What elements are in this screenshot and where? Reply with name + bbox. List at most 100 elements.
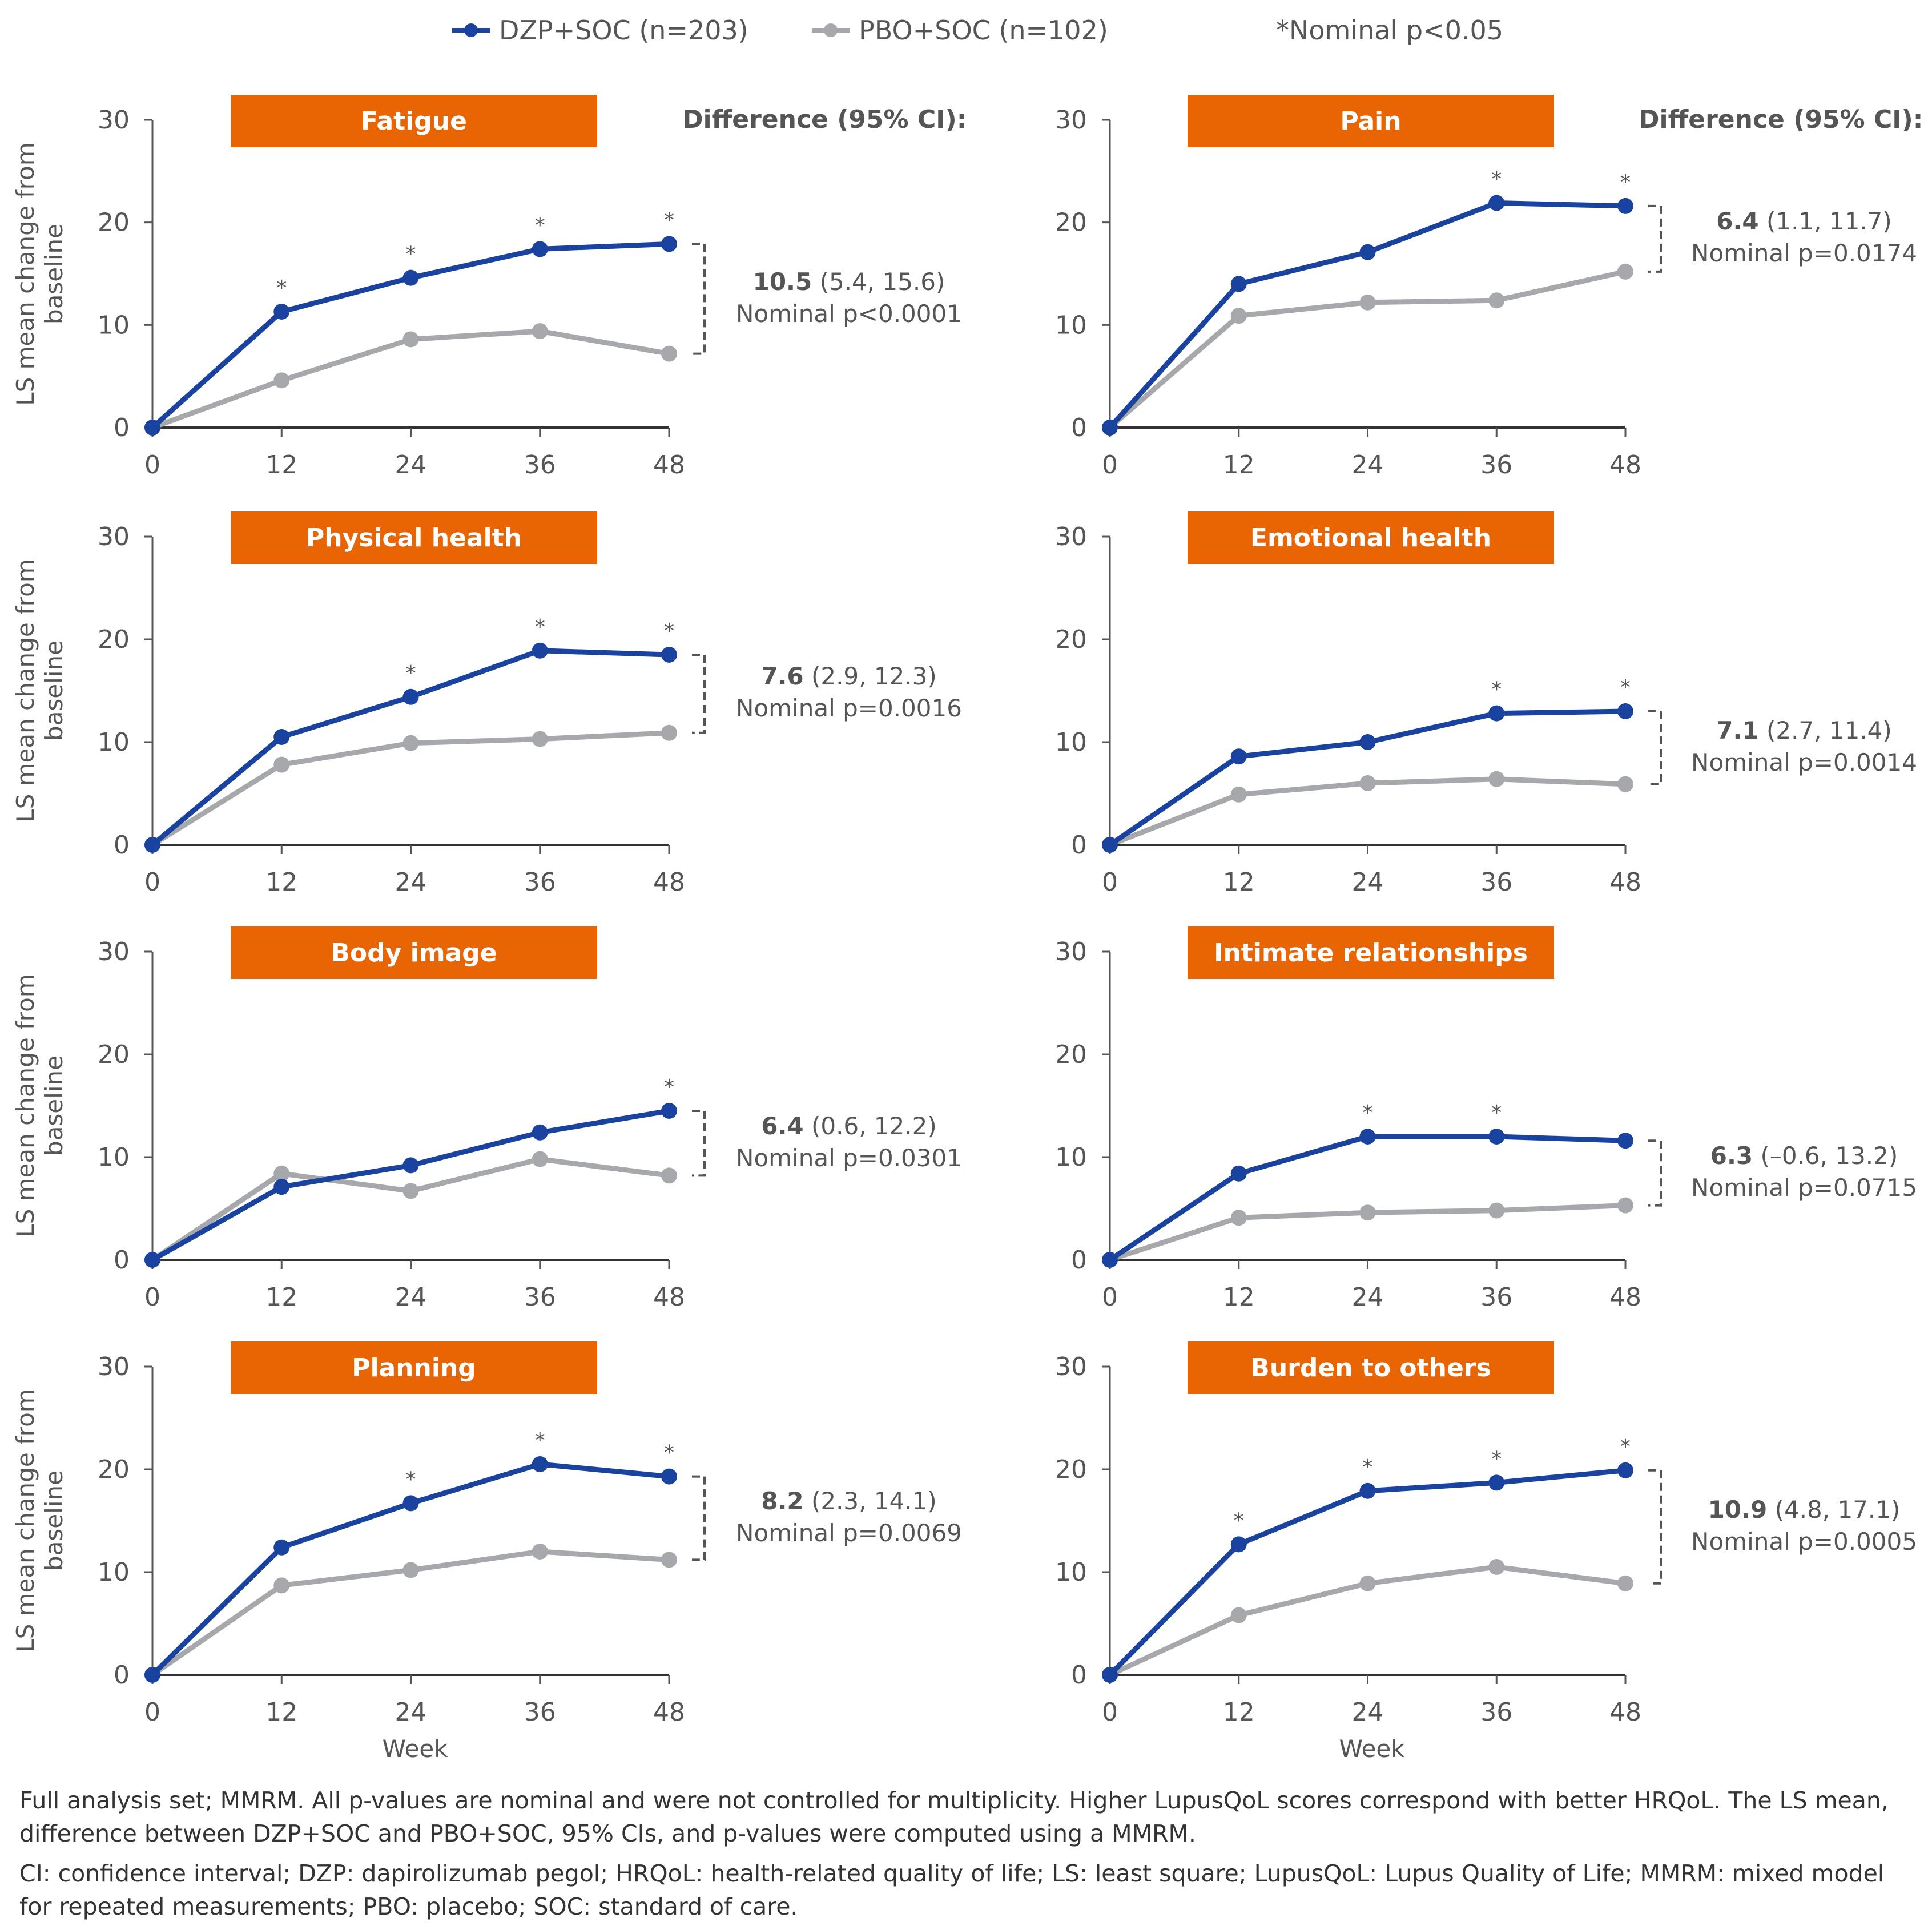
y-axis-label: LS mean change from baseline bbox=[11, 142, 68, 406]
y-tick-label: 10 bbox=[98, 1558, 130, 1587]
significance-asterisk: * bbox=[664, 1075, 674, 1099]
difference-estimate: 6.3 bbox=[1710, 1141, 1753, 1170]
y-tick-label: 10 bbox=[98, 1143, 130, 1172]
x-tick-label: 24 bbox=[1352, 1698, 1384, 1727]
difference-ci: (0.6, 12.2) bbox=[803, 1111, 937, 1140]
difference-bracket bbox=[692, 1110, 706, 1177]
charts-grid: 0 10 20 30 0 12 24 36 48 * * * * 0 10 20 30 0 12 24 36 48 * * 0 1… bbox=[11, 95, 1932, 1763]
difference-ci: (5.4, 15.6) bbox=[812, 267, 945, 296]
pbo-data-point bbox=[1359, 1575, 1376, 1591]
y-tick-label: 10 bbox=[98, 311, 130, 340]
pbo-data-point bbox=[1617, 263, 1633, 280]
x-tick-label: 24 bbox=[395, 450, 427, 480]
y-tick-label: 20 bbox=[98, 208, 130, 237]
panel-title: Burden to others bbox=[1188, 1341, 1554, 1394]
difference-value: 10.9 (4.8, 17.1) Nominal p=0.0005 bbox=[1656, 1494, 1932, 1558]
dzp-data-point bbox=[144, 1252, 160, 1268]
x-tick-label: 12 bbox=[265, 1283, 297, 1312]
x-tick-label: 36 bbox=[1480, 450, 1512, 480]
y-tick-label: 30 bbox=[98, 106, 130, 135]
difference-p-value: Nominal p=0.0005 bbox=[1691, 1527, 1917, 1556]
difference-estimate: 6.4 bbox=[761, 1111, 804, 1140]
x-tick-label: 48 bbox=[1609, 1698, 1641, 1727]
pbo-data-point bbox=[273, 372, 290, 389]
pbo-data-point bbox=[1488, 1559, 1505, 1575]
dzp-data-point bbox=[532, 1456, 548, 1472]
dzp-data-point bbox=[144, 1667, 160, 1683]
dzp-data-point bbox=[273, 303, 290, 320]
difference-ci: (2.7, 11.4) bbox=[1758, 716, 1892, 744]
difference-bracket bbox=[1648, 1139, 1662, 1207]
y-tick-label: 30 bbox=[1055, 937, 1087, 966]
x-tick-label: 36 bbox=[524, 1283, 556, 1312]
pbo-data-point bbox=[1359, 775, 1376, 791]
y-tick-label: 10 bbox=[1055, 311, 1087, 340]
difference-bracket bbox=[692, 1475, 706, 1561]
panel-title: Planning bbox=[231, 1341, 597, 1394]
dzp-data-point bbox=[402, 269, 419, 286]
significance-asterisk: * bbox=[1620, 1435, 1631, 1458]
legend-item-pbo: PBO+SOC (n=102) bbox=[811, 10, 1108, 50]
dzp-data-point bbox=[144, 837, 160, 853]
x-axis-label: Week bbox=[382, 1735, 448, 1763]
x-tick-label: 12 bbox=[265, 1698, 297, 1727]
x-tick-label: 0 bbox=[1102, 1283, 1118, 1312]
panel-title: Pain bbox=[1188, 95, 1554, 147]
difference-value: 6.4 (0.6, 12.2) Nominal p=0.0301 bbox=[701, 1110, 997, 1174]
pbo-data-point bbox=[1230, 1607, 1247, 1623]
dzp-data-point bbox=[661, 236, 677, 252]
x-tick-label: 48 bbox=[1609, 1283, 1641, 1312]
pbo-data-point bbox=[1359, 294, 1376, 311]
difference-bracket bbox=[692, 654, 706, 734]
x-tick-label: 24 bbox=[395, 1698, 427, 1727]
pbo-data-point bbox=[1488, 771, 1505, 787]
x-tick-label: 0 bbox=[144, 1698, 160, 1727]
difference-value: 8.2 (2.3, 14.1) Nominal p=0.0069 bbox=[701, 1485, 997, 1549]
x-tick-label: 48 bbox=[653, 450, 685, 480]
significance-asterisk: * bbox=[535, 1429, 545, 1452]
y-tick-label: 10 bbox=[1055, 1143, 1087, 1172]
y-axis-label: LS mean change from baseline bbox=[11, 1389, 68, 1653]
significance-asterisk: * bbox=[1620, 171, 1631, 194]
legend: DZP+SOC (n=203) PBO+SOC (n=102) *Nominal… bbox=[0, 10, 1932, 50]
dzp-data-point bbox=[532, 1124, 548, 1141]
dzp-data-point bbox=[273, 1539, 290, 1556]
x-tick-label: 0 bbox=[144, 450, 160, 480]
x-tick-label: 36 bbox=[524, 1698, 556, 1727]
legend-label-pbo: PBO+SOC (n=102) bbox=[859, 15, 1108, 46]
dzp-data-point bbox=[1230, 1536, 1247, 1553]
y-tick-label: 20 bbox=[98, 625, 130, 654]
x-tick-label: 12 bbox=[1223, 1283, 1255, 1312]
pbo-data-point bbox=[273, 1577, 290, 1594]
x-tick-label: 36 bbox=[1480, 1698, 1512, 1727]
significance-asterisk: * bbox=[664, 1441, 674, 1465]
dzp-data-point bbox=[1102, 420, 1118, 436]
dzp-data-point bbox=[1102, 1667, 1118, 1683]
significance-asterisk: * bbox=[1363, 1101, 1373, 1125]
pbo-data-point bbox=[532, 1544, 548, 1560]
x-tick-label: 24 bbox=[395, 1283, 427, 1312]
difference-ci: (1.1, 11.7) bbox=[1758, 207, 1892, 236]
legend-significance-note: *Nominal p<0.05 bbox=[1276, 10, 1503, 50]
pbo-data-point bbox=[661, 1552, 677, 1568]
chart-panel-emotional-health: 0 10 20 30 0 12 24 36 48 * * bbox=[1055, 522, 1662, 897]
y-tick-label: 0 bbox=[114, 1246, 130, 1275]
difference-bracket bbox=[1648, 1469, 1662, 1585]
x-tick-label: 12 bbox=[265, 450, 297, 480]
difference-estimate: 7.6 bbox=[761, 662, 804, 691]
x-tick-label: 48 bbox=[1609, 868, 1641, 897]
x-tick-label: 0 bbox=[144, 1283, 160, 1312]
dzp-series-line bbox=[1108, 1134, 1626, 1262]
dzp-data-point bbox=[1230, 1165, 1247, 1182]
dzp-data-point bbox=[1488, 1474, 1505, 1491]
panel-title: Fatigue bbox=[231, 95, 597, 147]
dzp-data-point bbox=[1102, 1252, 1118, 1268]
dzp-data-point bbox=[1617, 1462, 1633, 1478]
y-tick-label: 10 bbox=[1055, 1558, 1087, 1587]
dzp-data-point bbox=[1359, 1482, 1376, 1499]
dzp-data-point bbox=[402, 688, 419, 705]
pbo-data-point bbox=[532, 323, 548, 340]
difference-p-value: Nominal p=0.0301 bbox=[736, 1143, 962, 1172]
difference-p-value: Nominal p=0.0014 bbox=[1691, 748, 1917, 776]
x-tick-label: 48 bbox=[1609, 450, 1641, 480]
